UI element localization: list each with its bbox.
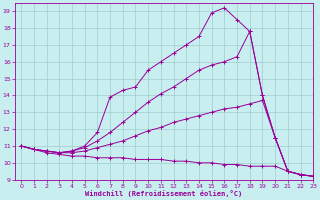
X-axis label: Windchill (Refroidissement éolien,°C): Windchill (Refroidissement éolien,°C): [85, 190, 243, 197]
